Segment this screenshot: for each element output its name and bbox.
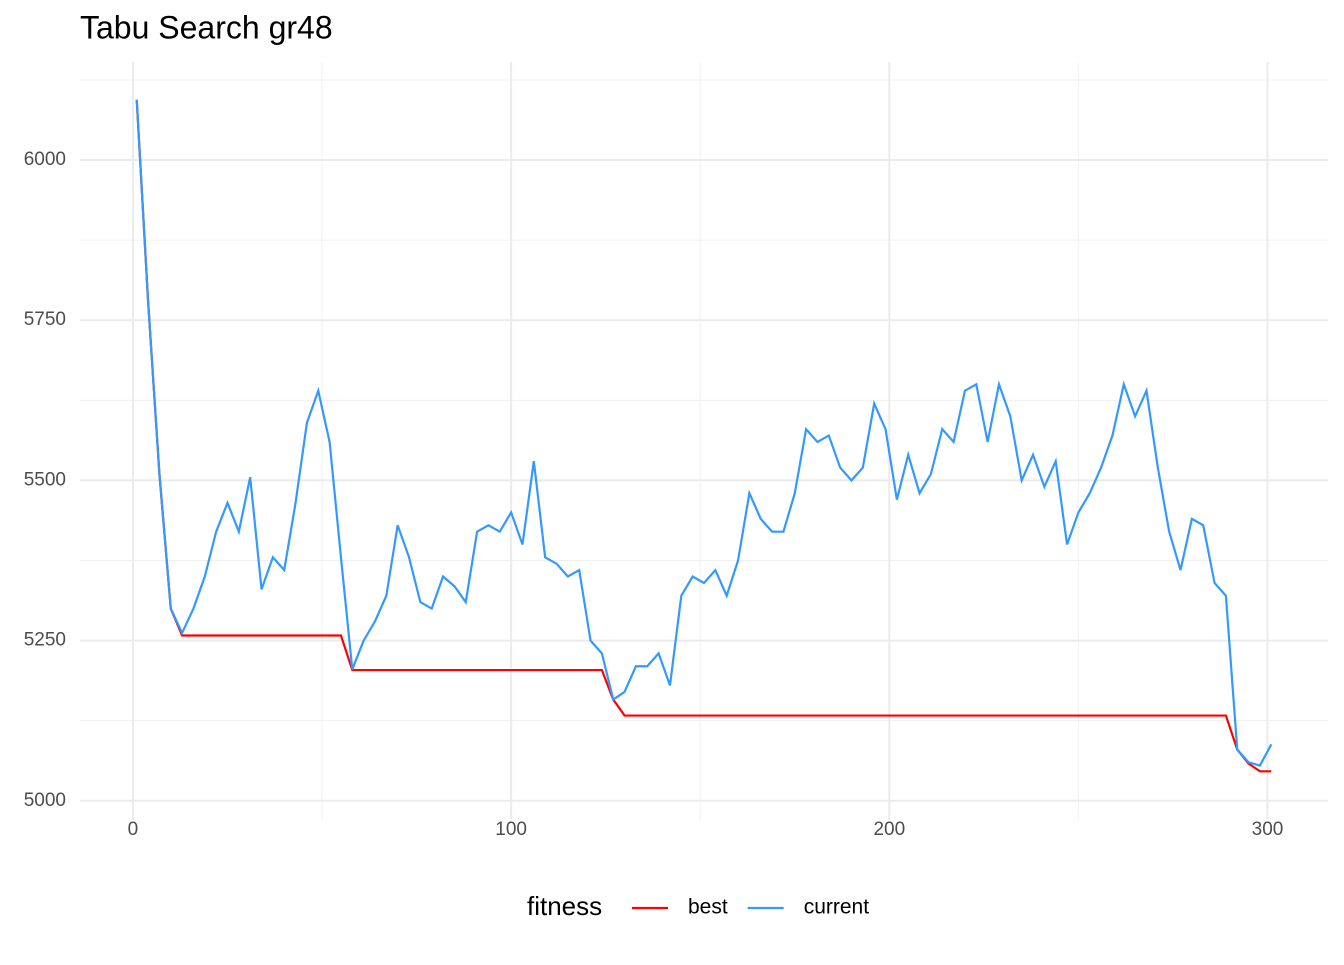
x-tick-label: 0 bbox=[128, 819, 139, 840]
y-tick-label: 5500 bbox=[24, 469, 66, 490]
y-tick-label: 5000 bbox=[24, 790, 66, 811]
x-tick-label: 200 bbox=[873, 819, 905, 840]
y-tick-label: 6000 bbox=[24, 149, 66, 170]
x-tick-label: 300 bbox=[1252, 819, 1284, 840]
legend-title: fitness bbox=[527, 891, 602, 921]
legend-label: best bbox=[688, 896, 728, 919]
line-series bbox=[135, 99, 1272, 773]
y-tick-label: 5750 bbox=[24, 309, 66, 330]
legend-label: current bbox=[804, 896, 870, 919]
chart-title: Tabu Search gr48 bbox=[80, 9, 333, 45]
x-tick-label: 100 bbox=[495, 819, 527, 840]
y-tick-label: 5250 bbox=[24, 630, 66, 651]
line-series bbox=[135, 99, 1273, 767]
